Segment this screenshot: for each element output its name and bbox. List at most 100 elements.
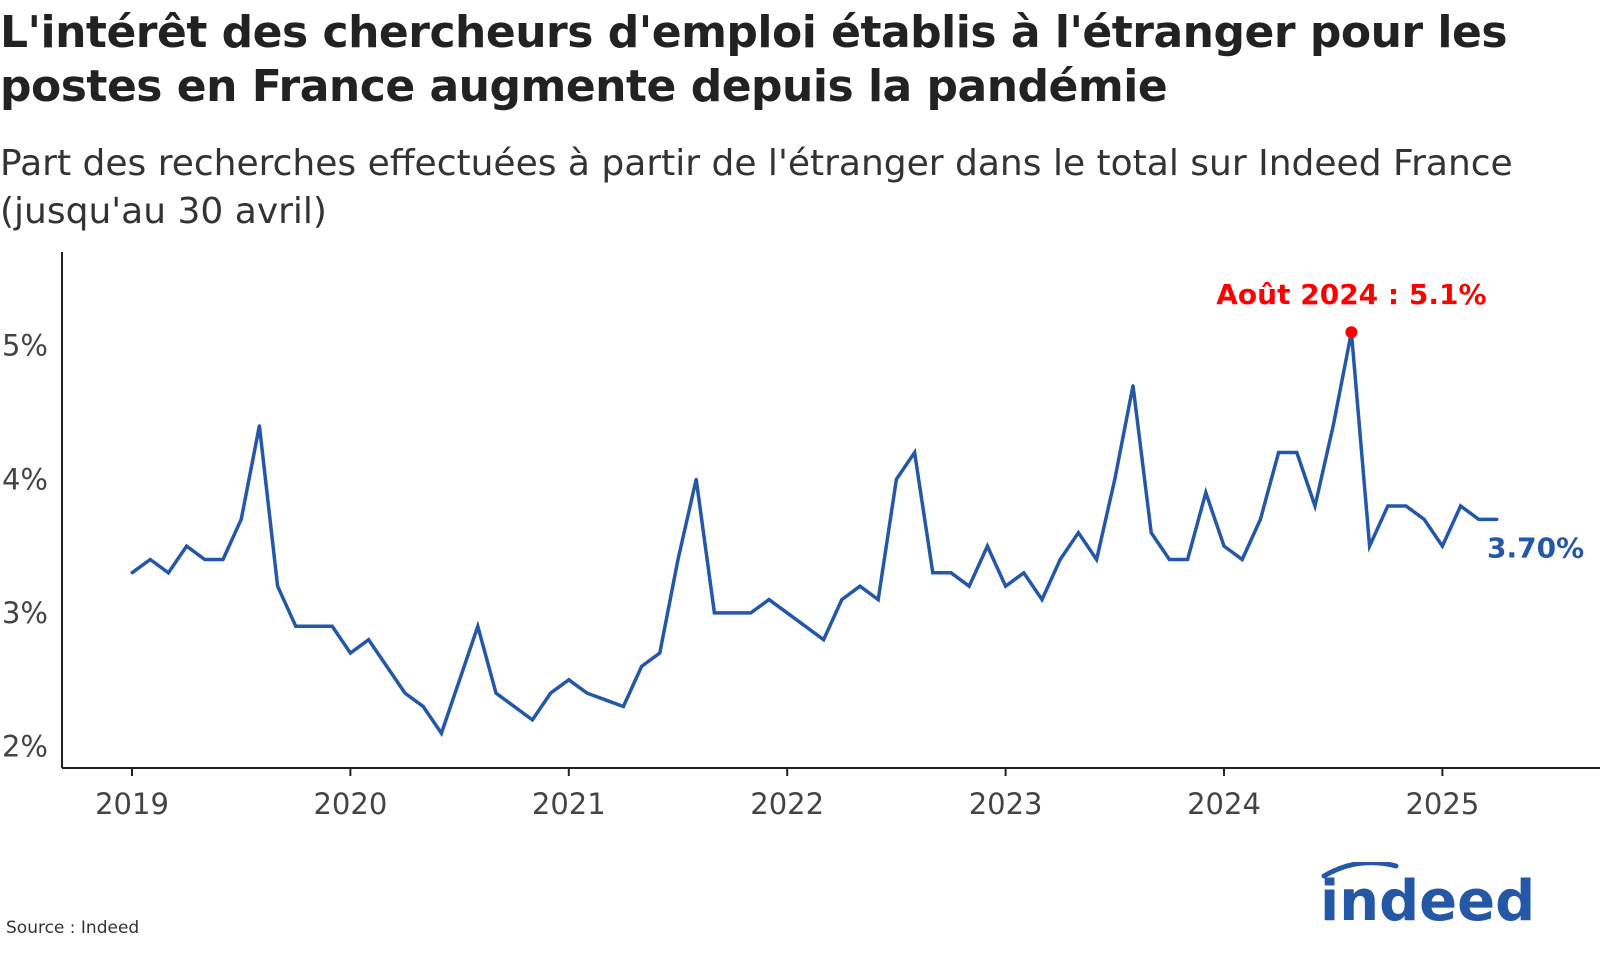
data-point [676, 557, 680, 561]
data-point [640, 664, 644, 668]
data-point [476, 624, 480, 628]
data-point [130, 571, 134, 575]
data-point [967, 584, 971, 588]
data-point [494, 691, 498, 695]
data-point [567, 678, 571, 682]
data-point [1368, 544, 1372, 548]
data-point [858, 584, 862, 588]
data-point [1459, 504, 1463, 508]
chart-subtitle: Part des recherches effectuées à partir … [0, 143, 1513, 232]
data-point [439, 731, 443, 735]
x-tick-label: 2020 [313, 787, 387, 821]
data-point [985, 544, 989, 548]
data-point [185, 544, 189, 548]
data-point [694, 477, 698, 481]
source-note: Source : Indeed [6, 918, 140, 938]
data-point [1204, 491, 1208, 495]
data-point [1404, 504, 1408, 508]
data-point [512, 705, 516, 709]
x-tick-label: 2025 [1405, 787, 1479, 821]
y-tick-label: 4% [2, 462, 48, 496]
data-point [949, 571, 953, 575]
data-point [421, 705, 425, 709]
y-axis-ticks: 2% 3% 4% 5% [2, 329, 48, 764]
data-point [1422, 517, 1426, 521]
y-tick-label: 2% [2, 730, 48, 764]
data-point [1331, 424, 1335, 428]
data-point [330, 624, 334, 628]
data-point [1004, 584, 1008, 588]
data-point [276, 584, 280, 588]
data-point [1440, 544, 1444, 548]
x-tick-label: 2024 [1187, 787, 1261, 821]
data-points [130, 330, 1499, 735]
data-point [658, 651, 662, 655]
data-point [1095, 557, 1099, 561]
logo-wordmark: indeed [1320, 869, 1535, 932]
data-point [749, 611, 753, 615]
data-point [767, 598, 771, 602]
data-point [294, 624, 298, 628]
data-point [1386, 504, 1390, 508]
series-line [130, 331, 1497, 738]
data-point [1167, 557, 1171, 561]
data-point [1240, 557, 1244, 561]
data-point [203, 557, 207, 561]
data-point [1076, 531, 1080, 535]
logo-arc-icon [1321, 862, 1399, 879]
data-point [1313, 504, 1317, 508]
x-tick-label: 2019 [95, 787, 169, 821]
data-point [1040, 598, 1044, 602]
data-point [803, 624, 807, 628]
data-point [1149, 531, 1153, 535]
x-tick-label: 2021 [532, 787, 606, 821]
data-point [257, 424, 261, 428]
x-tick-label: 2023 [969, 787, 1043, 821]
data-point [1477, 517, 1481, 521]
x-tick-label: 2022 [750, 787, 824, 821]
data-point [1222, 544, 1226, 548]
data-point [530, 718, 534, 722]
data-point [931, 571, 935, 575]
data-point [1495, 517, 1499, 521]
data-point [239, 517, 243, 521]
data-point [1258, 517, 1262, 521]
data-point [1022, 571, 1026, 575]
data-point [731, 611, 735, 615]
data-point [840, 598, 844, 602]
data-point [458, 678, 462, 682]
data-point [876, 598, 880, 602]
last-value-annotation: 3.70% [1487, 531, 1584, 564]
data-point [221, 557, 225, 561]
data-point [785, 611, 789, 615]
data-point [603, 698, 607, 702]
data-point [1295, 451, 1299, 455]
peak-annotation: Août 2024 : 5.1% [1216, 278, 1486, 311]
x-axis-ticks: 2019 2020 2021 2022 2023 2024 2025 [95, 768, 1479, 821]
chart-title: L'intérêt des chercheurs d'emploi établi… [0, 7, 1508, 112]
data-point [367, 638, 371, 642]
data-point [348, 651, 352, 655]
data-point [549, 691, 553, 695]
data-point [585, 691, 589, 695]
indeed-logo: indeed [1320, 862, 1535, 932]
data-point [913, 451, 917, 455]
y-tick-label: 3% [2, 596, 48, 630]
data-point [621, 705, 625, 709]
data-point [822, 638, 826, 642]
data-point [148, 557, 152, 561]
data-point [312, 624, 316, 628]
data-point [166, 571, 170, 575]
data-point [712, 611, 716, 615]
data-point [894, 477, 898, 481]
data-point [403, 691, 407, 695]
data-point [385, 664, 389, 668]
peak-marker [1345, 326, 1358, 339]
data-point [1058, 557, 1062, 561]
data-point [1277, 451, 1281, 455]
y-tick-label: 5% [2, 329, 48, 363]
data-point [1131, 384, 1135, 388]
data-point [1113, 477, 1117, 481]
data-point [1186, 557, 1190, 561]
